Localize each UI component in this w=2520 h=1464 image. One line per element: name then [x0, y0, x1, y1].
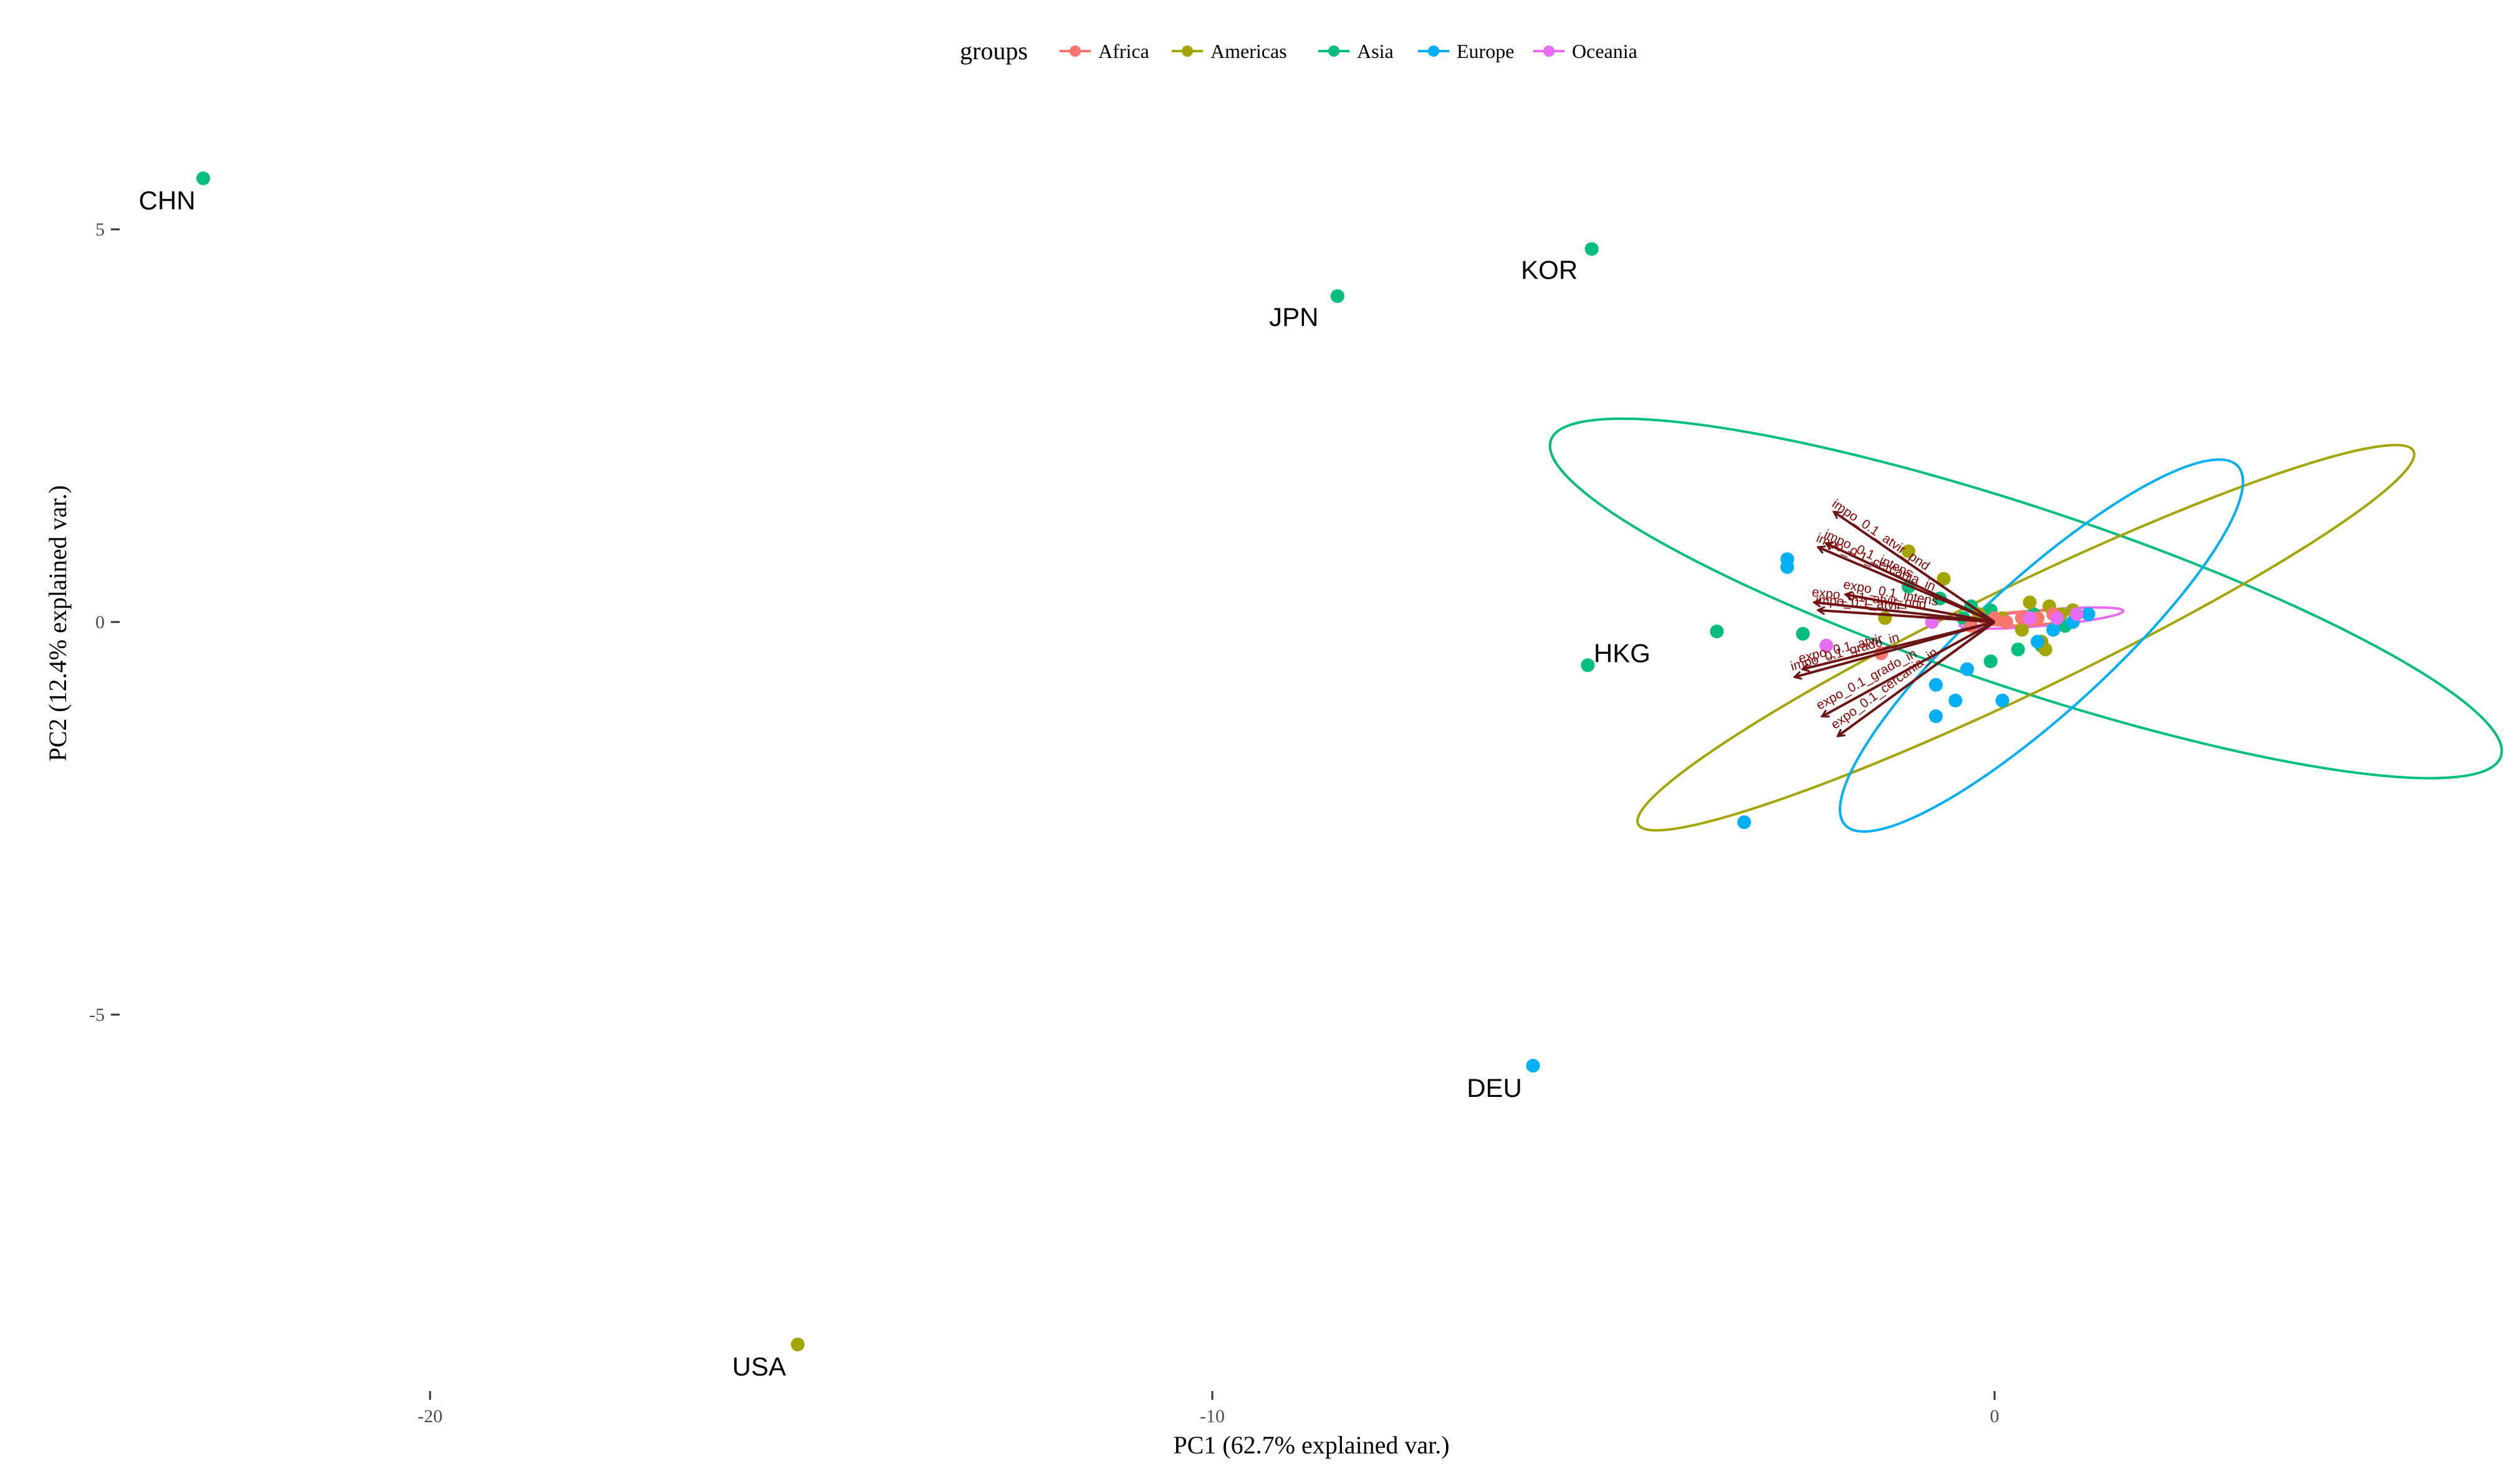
legend-title: groups — [960, 37, 1028, 65]
point-europe — [2046, 623, 2061, 637]
point-europe — [2031, 634, 2045, 649]
legend-key-dot-africa — [1070, 45, 1081, 57]
legend-label-americas: Americas — [1210, 40, 1287, 62]
point-labels: CHN JPN KOR HKG DEU USA — [139, 186, 1650, 1381]
point-americas — [1901, 544, 1915, 558]
legend-key-dot-oceania — [1543, 45, 1555, 57]
y-tick-label: -5 — [89, 1005, 105, 1025]
legend-key-dot-europe — [1428, 45, 1439, 57]
ellipse-asia — [1548, 417, 2503, 780]
loading-arrow — [1819, 610, 1995, 623]
loading-arrow — [1834, 512, 1996, 623]
point-hkg — [1581, 658, 1595, 672]
label-jpn: JPN — [1269, 302, 1318, 332]
loading-arrow — [1795, 621, 1995, 677]
point-jpn — [1330, 289, 1344, 304]
point-americas — [2015, 623, 2029, 637]
point-europe — [2081, 607, 2096, 621]
x-axis: -20 -10 0 — [418, 1391, 2000, 1427]
point-chn — [196, 171, 211, 186]
x-tick-label: -20 — [418, 1406, 443, 1427]
point-europe — [1928, 677, 1943, 692]
x-axis-title: PC1 (62.7% explained var.) — [1173, 1431, 1449, 1459]
point-asia — [1983, 654, 1998, 668]
legend: groups Africa Americas Asia Europe Oceania — [960, 37, 1637, 65]
point-asia — [1710, 624, 1724, 639]
loading-arrow — [1823, 621, 1995, 716]
legend-key-dot-asia — [1328, 45, 1339, 57]
point-europe — [1948, 694, 1963, 707]
point-kor — [1584, 242, 1599, 256]
legend-label-oceania: Oceania — [1572, 40, 1637, 62]
point-oceania — [1819, 638, 1834, 653]
point-europe — [1737, 815, 1751, 830]
x-tick-label: -10 — [1200, 1406, 1225, 1427]
point-europe — [1780, 560, 1794, 574]
ellipse-americas — [1636, 444, 2416, 832]
legend-label-asia: Asia — [1357, 40, 1394, 62]
data-points — [196, 171, 2096, 1352]
point-europe — [1960, 662, 1975, 676]
y-axis: 5 0 -5 — [89, 219, 120, 1025]
point-europe — [1995, 694, 2010, 707]
label-hkg: HKG — [1594, 638, 1650, 667]
loading-arrow — [1838, 621, 1996, 736]
legend-label-europe: Europe — [1457, 40, 1514, 62]
point-americas — [1937, 572, 1951, 586]
legend-key-dot-americas — [1182, 45, 1193, 57]
legend-label-africa: Africa — [1098, 40, 1149, 62]
point-usa — [790, 1337, 805, 1352]
loading-arrow — [1819, 547, 1995, 623]
loading-arrows: impo_0.1_atvir_pndimpo_0.1_intensimpo_0.… — [1789, 497, 1996, 736]
point-oceania — [2023, 611, 2037, 625]
y-tick-label: 0 — [95, 612, 105, 633]
point-americas — [2023, 595, 2037, 610]
point-asia — [1796, 626, 1810, 641]
point-europe — [1928, 709, 1943, 724]
point-africa — [1999, 615, 2013, 629]
y-axis-title: PC2 (12.4% explained var.) — [44, 485, 72, 761]
y-tick-label: 5 — [95, 219, 105, 240]
x-tick-label: 0 — [1990, 1406, 2000, 1427]
label-deu: DEU — [1467, 1073, 1522, 1103]
label-usa: USA — [732, 1352, 786, 1381]
label-chn: CHN — [139, 186, 196, 215]
ellipse-europe — [1839, 458, 2245, 833]
loading-arrow — [1846, 595, 1995, 623]
point-oceania — [2050, 611, 2064, 625]
label-kor: KOR — [1521, 256, 1578, 285]
point-asia — [2011, 643, 2025, 657]
point-deu — [1526, 1058, 1540, 1073]
point-oceania — [2069, 607, 2084, 621]
loading-arrow — [1814, 603, 1995, 623]
